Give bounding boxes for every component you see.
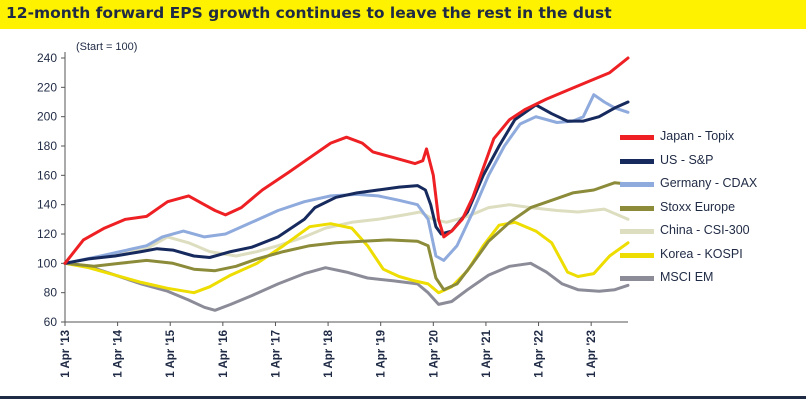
y-tick-label: 240: [37, 51, 57, 65]
x-tick-label: 1 Apr '23: [586, 330, 598, 378]
legend-item: Stoxx Europe: [620, 199, 800, 219]
y-tick-label: 120: [37, 227, 57, 241]
x-tick-label: 1 Apr '18: [323, 329, 335, 377]
series-line-korea-kospi: [63, 220, 630, 295]
legend-label: China - CSI-300: [660, 223, 750, 237]
x-tick-label: 1 Apr '22: [534, 330, 546, 378]
x-tick-label: 1 Apr '16: [218, 330, 230, 378]
axes: 60 80 100 120 140 160 180 200 220 240 1 Apr '13 1 A…: [37, 51, 628, 378]
series-line-msci-em: [63, 261, 630, 312]
y-tick-label: 220: [37, 80, 57, 94]
series-line-china-csi-300: [63, 203, 630, 265]
legend-swatch: [620, 205, 654, 211]
legend-label: MSCI EM: [660, 270, 714, 284]
series-line-us-s-p: [63, 100, 630, 265]
legend-item: China - CSI-300: [620, 222, 800, 242]
legend-swatch: [620, 158, 654, 164]
y-tick-label: 80: [44, 286, 58, 300]
legend-item: Korea - KOSPI: [620, 246, 800, 266]
x-tick-label: 1 Apr '19: [376, 330, 388, 378]
legend-label: Japan - Topix: [660, 129, 735, 143]
line-chart: 60 80 100 120 140 160 180 200 220 240 1 Apr '13 1 A…: [37, 41, 630, 378]
legend-item: MSCI EM: [620, 269, 800, 289]
legend-swatch: [620, 229, 654, 234]
x-tick-label: 1 Apr '14: [113, 329, 125, 377]
legend-swatch: [620, 182, 654, 187]
y-tick-label: 180: [37, 139, 57, 153]
series-line-stoxx-europe: [63, 181, 630, 292]
x-tick-label: 1 Apr '21: [481, 329, 493, 377]
legend-label: Korea - KOSPI: [660, 246, 743, 261]
x-tick-label: 1 Apr '15: [165, 329, 177, 377]
legend-item: US - S&P: [620, 152, 800, 172]
bottom-rule: [0, 396, 806, 399]
legend-label: US - S&P: [660, 152, 714, 167]
y-tick-label: 140: [37, 198, 57, 212]
series-line-japan-topix: [63, 56, 630, 265]
title-bar: 12-month forward EPS growth continues to…: [0, 0, 806, 29]
x-tick-label: 1 Apr '20: [428, 330, 440, 378]
series-lines: [63, 56, 630, 312]
x-tick-label: 1 Apr '13: [60, 330, 72, 378]
legend-label: Germany - CDAX: [660, 176, 758, 190]
legend-label: Stoxx Europe: [660, 199, 736, 214]
legend-item: Germany - CDAX: [620, 175, 800, 195]
legend-swatch: [620, 276, 654, 281]
y-tick-label: 60: [44, 315, 58, 329]
legend-swatch: [620, 135, 654, 140]
legend-item: Japan - Topix: [620, 128, 800, 148]
legend-swatch: [620, 252, 654, 258]
y-tick-label: 200: [37, 110, 57, 124]
x-tick-label: 1 Apr '17: [270, 330, 282, 378]
y-tick-label: 100: [37, 256, 57, 270]
chart-title: 12-month forward EPS growth continues to…: [6, 4, 612, 22]
y-tick-label: 160: [37, 168, 57, 182]
chart-annotation: (Start = 100): [76, 41, 137, 53]
